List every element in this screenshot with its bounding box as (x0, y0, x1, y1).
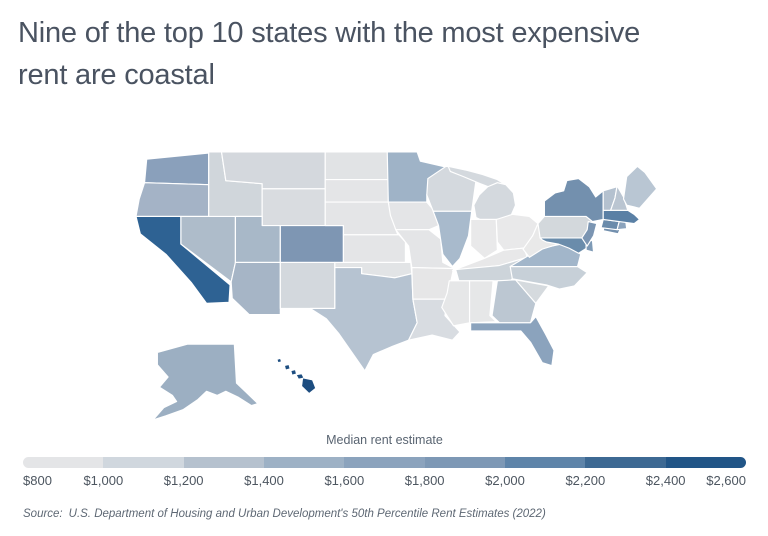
state-FL (470, 316, 555, 367)
legend-title: Median rent estimate (326, 433, 443, 447)
legend-tick-labels: $800 $1,000 $1,200 $1,400 $1,600 $1,800 $2,000… (23, 473, 746, 490)
legend-segment-7 (504, 457, 586, 468)
legend-tick-2200: $2,200 (565, 473, 606, 488)
source-note: Source: U.S. Department of Housing and Ur… (23, 508, 546, 520)
state-NY (543, 178, 604, 223)
state-NM (279, 261, 336, 310)
state-IA (387, 201, 440, 231)
us-states-svg (135, 151, 658, 421)
source-text: U.S. Department of Housing and Urban Dev… (68, 508, 546, 520)
source-label: Source: (23, 508, 63, 520)
chart-title: Nine of the top 10 states with the most … (18, 12, 758, 96)
chart-title-line-1: Nine of the top 10 states with the most … (18, 17, 641, 49)
state-WA (143, 152, 210, 186)
legend-tick-800: $800 (23, 473, 52, 488)
legend-segment-5 (344, 457, 425, 468)
state-AK (152, 343, 259, 421)
state-SD (324, 179, 389, 203)
legend-tick-1600: $1,600 (324, 473, 365, 488)
state-KS (342, 234, 407, 263)
chart-title-line-2: rent are coastal (18, 59, 215, 91)
state-HI (301, 377, 316, 394)
state-AL (468, 280, 497, 324)
legend-segment-6 (424, 457, 505, 468)
legend-segment-4 (263, 457, 345, 468)
state-AZ (230, 261, 281, 316)
legend-segment-2 (103, 457, 184, 468)
legend-segment-9 (665, 457, 746, 468)
state-HI (290, 369, 297, 376)
legend-tick-1800: $1,800 (404, 473, 445, 488)
state-HI (284, 364, 291, 371)
state-MA (602, 209, 641, 225)
state-MO (395, 229, 456, 270)
state-OR (135, 182, 210, 217)
legend-tick-1400: $1,400 (244, 473, 284, 488)
state-TX (309, 266, 418, 372)
state-NH (610, 185, 629, 211)
legend-segment-8 (585, 457, 666, 468)
legend-tick-1000: $1,000 (83, 473, 124, 488)
state-ND (324, 151, 389, 181)
legend-segment-1 (23, 457, 104, 468)
us-choropleth-map (135, 151, 662, 424)
state-HI (276, 358, 282, 364)
color-legend: Median rent estimate $800 $1,000 $1,200 $1,… (23, 433, 746, 490)
legend-segment-3 (183, 457, 264, 468)
state-ME (622, 165, 658, 209)
state-NC (509, 265, 588, 290)
state-IN (470, 218, 498, 259)
legend-color-bar (23, 457, 746, 468)
legend-tick-2000: $2,000 (485, 473, 525, 488)
legend-tick-2600: $2,600 (706, 473, 746, 488)
state-IL (432, 210, 473, 268)
legend-tick-2400: $2,400 (645, 473, 686, 488)
state-NJ (581, 220, 598, 247)
state-CO (279, 225, 344, 263)
state-WY (261, 188, 326, 227)
state-MI (473, 182, 517, 221)
legend-tick-1200: $1,200 (163, 473, 204, 488)
